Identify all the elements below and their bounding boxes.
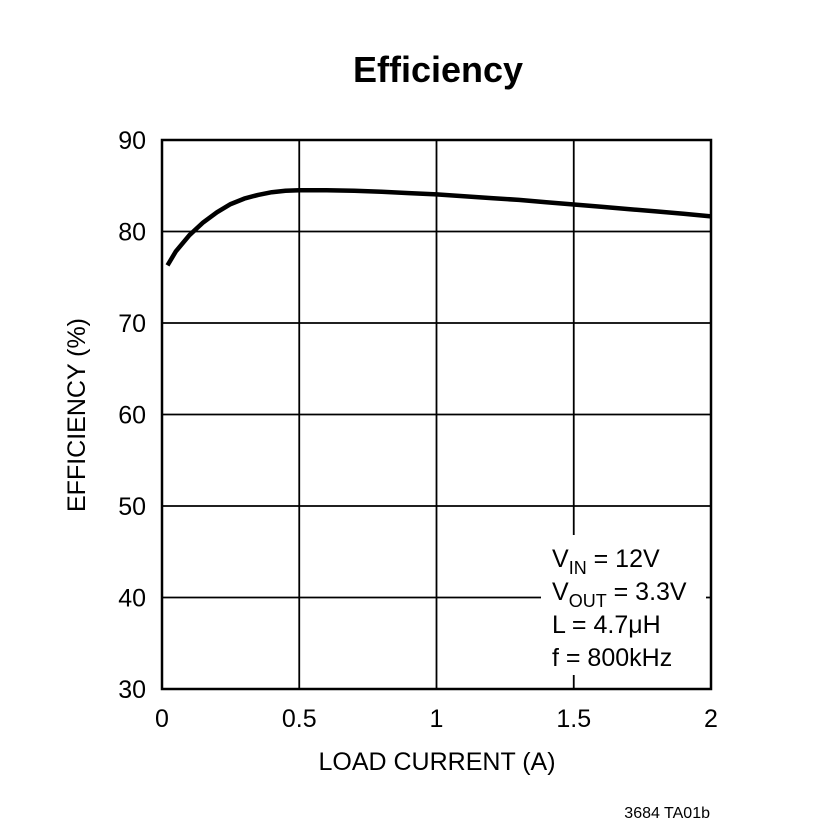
- y-axis-label: EFFICIENCY (%): [63, 318, 91, 512]
- y-tick-label: 60: [118, 402, 146, 430]
- y-tick-label: 80: [118, 219, 146, 247]
- y-tick-label: 70: [118, 310, 146, 338]
- annotation-line: VOUT = 3.3V: [552, 578, 687, 611]
- x-tick-label: 0.5: [282, 705, 317, 733]
- plot-frame: [160, 138, 713, 691]
- figure-code: 3684 TA01b: [624, 805, 710, 822]
- efficiency-curve: [165, 188, 712, 267]
- y-tick-label: 40: [118, 585, 146, 613]
- x-tick-label: 1: [430, 705, 444, 733]
- y-tick-label: 30: [118, 676, 146, 704]
- grid: [162, 140, 711, 689]
- annotation-background: [541, 535, 706, 675]
- chart-title: Efficiency: [353, 49, 523, 90]
- x-tick-label: 2: [704, 705, 718, 733]
- x-axis-label: LOAD CURRENT (A): [318, 748, 555, 776]
- y-tick-labels: 30 40 50 60 70 80 90: [118, 127, 146, 704]
- y-tick-label: 50: [118, 493, 146, 521]
- annotation-line: VIN = 12V: [552, 545, 660, 578]
- annotation-line: L = 4.7μH: [552, 611, 661, 639]
- annotation-line: f = 800kHz: [552, 644, 672, 672]
- x-tick-label: 0: [155, 705, 169, 733]
- x-tick-labels: 0 0.5 1 1.5 2: [155, 705, 718, 733]
- y-tick-label: 90: [118, 127, 146, 155]
- x-tick-label: 1.5: [556, 705, 591, 733]
